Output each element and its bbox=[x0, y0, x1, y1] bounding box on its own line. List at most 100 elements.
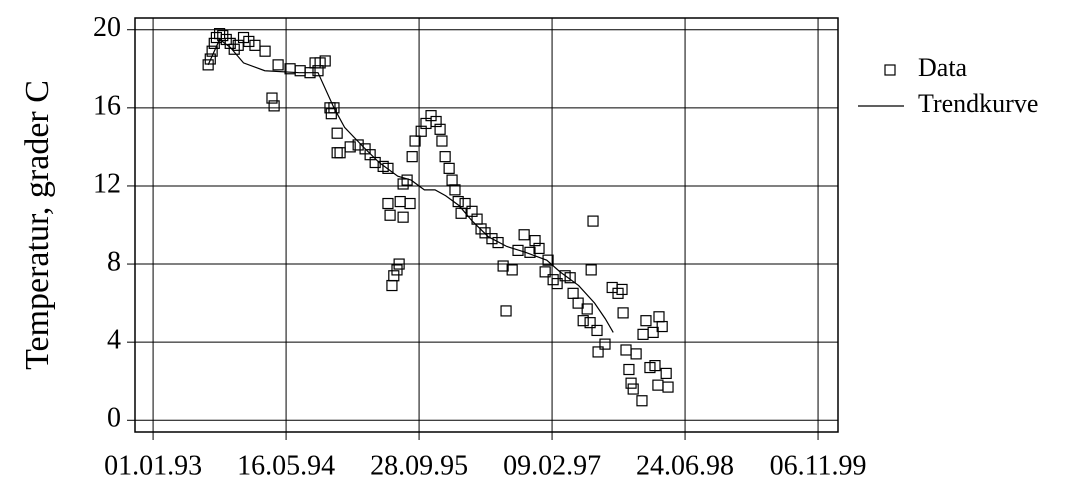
data-point bbox=[294, 65, 306, 77]
x-tick-label: 24.06.98 bbox=[636, 450, 734, 481]
data-point bbox=[388, 270, 400, 282]
data-point bbox=[331, 147, 343, 159]
data-point bbox=[551, 277, 563, 290]
data-point bbox=[637, 328, 649, 340]
data-point bbox=[434, 123, 446, 135]
data-point bbox=[268, 100, 280, 112]
legend-marker bbox=[884, 64, 896, 76]
data-point bbox=[382, 197, 394, 210]
data-point bbox=[529, 235, 541, 247]
data-point bbox=[662, 381, 674, 393]
data-point bbox=[533, 242, 545, 255]
data-point bbox=[384, 209, 396, 221]
data-point bbox=[585, 264, 597, 276]
data-point bbox=[479, 227, 491, 239]
data-point bbox=[397, 211, 409, 223]
data-point bbox=[547, 274, 559, 286]
data-point bbox=[612, 287, 624, 299]
y-tick-label: 4 bbox=[107, 325, 121, 356]
data-point bbox=[542, 254, 554, 266]
data-point bbox=[506, 264, 518, 276]
data-point bbox=[636, 395, 648, 407]
data-point bbox=[213, 28, 226, 40]
data-point bbox=[647, 326, 659, 339]
data-point bbox=[446, 174, 458, 186]
data-point bbox=[459, 197, 471, 210]
y-tick-label: 20 bbox=[93, 12, 121, 43]
data-point bbox=[204, 53, 216, 65]
data-point bbox=[652, 379, 664, 391]
data-point bbox=[512, 244, 524, 256]
data-point bbox=[455, 207, 467, 219]
data-point bbox=[653, 311, 665, 323]
data-point bbox=[627, 383, 639, 395]
data-point bbox=[660, 367, 672, 380]
plot-frame bbox=[134, 17, 839, 433]
data-point bbox=[331, 127, 343, 139]
data-point bbox=[217, 29, 229, 42]
data-point bbox=[581, 303, 593, 315]
data-point bbox=[623, 363, 635, 376]
data-point bbox=[202, 59, 214, 71]
data-point bbox=[492, 236, 504, 249]
data-point bbox=[325, 108, 337, 120]
data-point bbox=[620, 344, 632, 356]
data-point bbox=[591, 324, 603, 337]
data-point bbox=[606, 281, 618, 294]
y-tick-label: 0 bbox=[107, 403, 121, 434]
data-point bbox=[409, 135, 421, 147]
data-point bbox=[640, 315, 652, 327]
x-tick-label: 06.11.99 bbox=[770, 450, 867, 481]
x-tick-label: 16.05.94 bbox=[237, 450, 335, 481]
data-point bbox=[617, 307, 629, 319]
data-point bbox=[567, 287, 579, 299]
data-point bbox=[243, 35, 255, 48]
data-point bbox=[394, 195, 406, 208]
data-point bbox=[449, 184, 461, 196]
data-point bbox=[220, 33, 232, 46]
data-point bbox=[436, 135, 448, 147]
data-point bbox=[616, 283, 628, 296]
data-point bbox=[328, 102, 340, 114]
y-tick-label: 16 bbox=[93, 90, 121, 121]
data-point bbox=[564, 272, 576, 284]
data-point bbox=[382, 162, 394, 174]
data-point bbox=[352, 139, 364, 151]
legend-label: Data bbox=[918, 53, 968, 82]
data-point bbox=[391, 264, 403, 276]
data-point bbox=[439, 151, 451, 163]
data-point bbox=[656, 320, 668, 333]
data-point bbox=[334, 147, 346, 159]
data-point bbox=[319, 55, 331, 67]
data-point bbox=[592, 346, 604, 358]
x-tick-label: 28.09.95 bbox=[370, 450, 468, 481]
data-point bbox=[630, 348, 642, 360]
data-point bbox=[386, 279, 398, 292]
data-point bbox=[577, 315, 589, 327]
data-point bbox=[497, 260, 509, 272]
data-point bbox=[649, 360, 661, 372]
data-point bbox=[430, 115, 442, 128]
data-point bbox=[443, 162, 455, 174]
data-point bbox=[344, 141, 356, 153]
data-point bbox=[587, 215, 599, 227]
data-point bbox=[249, 39, 261, 51]
data-point bbox=[625, 377, 637, 389]
data-point bbox=[518, 229, 530, 241]
data-point bbox=[599, 338, 611, 350]
trend-line bbox=[207, 38, 614, 333]
data-point bbox=[312, 65, 324, 77]
data-point bbox=[475, 223, 487, 235]
data-point bbox=[397, 178, 409, 190]
data-point bbox=[486, 233, 498, 245]
data-point bbox=[259, 45, 271, 57]
data-point bbox=[272, 59, 284, 71]
data-point bbox=[539, 266, 551, 278]
data-point bbox=[404, 197, 416, 210]
data-point bbox=[500, 305, 512, 317]
data-point bbox=[228, 43, 240, 55]
x-tick-label: 09.02.97 bbox=[503, 450, 601, 481]
x-tick-label: 01.01.93 bbox=[104, 450, 202, 481]
